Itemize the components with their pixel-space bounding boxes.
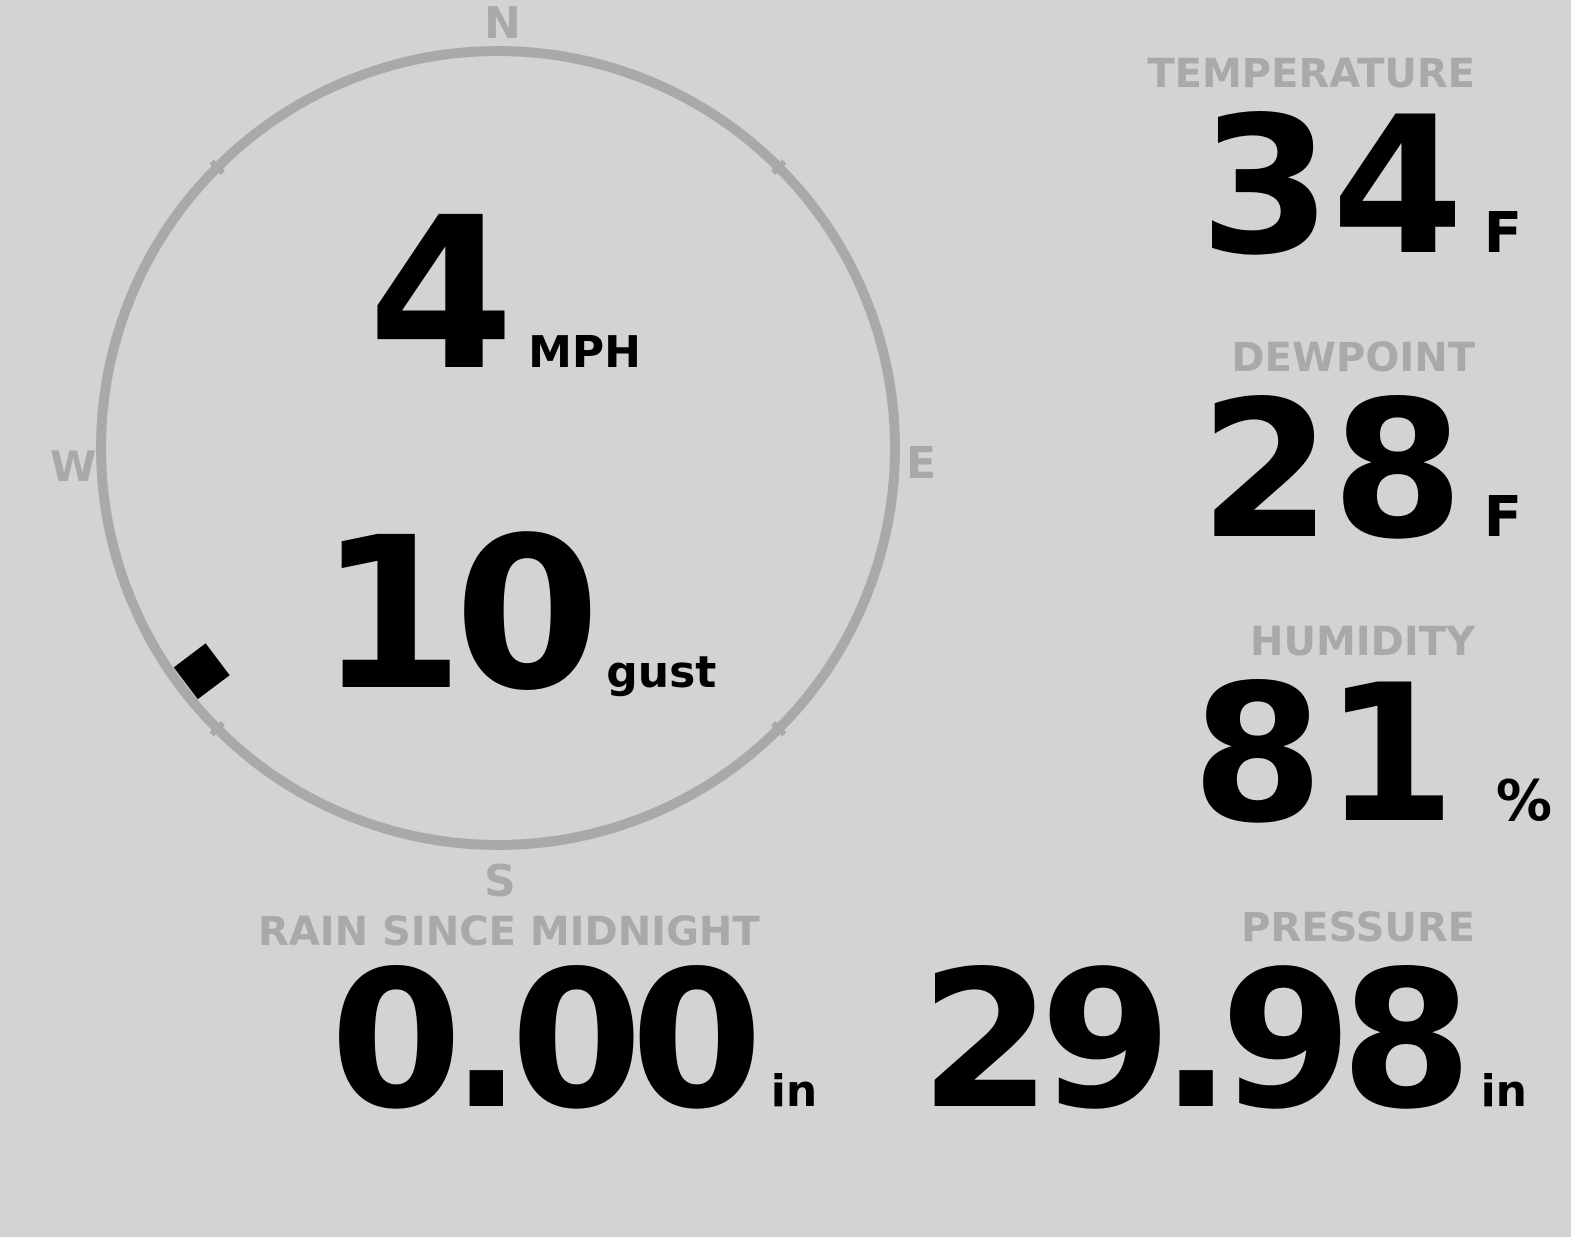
rain-value: 0.00: [330, 930, 763, 1151]
compass-north: N: [484, 0, 521, 49]
rain-label: RAIN SINCE MIDNIGHT: [258, 909, 760, 955]
compass-tick: [209, 720, 226, 737]
compass-tick: [209, 159, 226, 176]
pressure-value: 29.98: [919, 930, 1473, 1151]
rain-unit: in: [770, 1066, 818, 1117]
compass-tick: [770, 720, 787, 737]
wind-direction-indicator: [173, 643, 230, 700]
dewpoint-unit: F: [1483, 485, 1522, 550]
wind-speed-row: 4 MPH: [368, 172, 641, 417]
humidity-unit: %: [1495, 769, 1552, 834]
wind-speed-value: 4: [368, 172, 515, 417]
pressure-row: 29.98 in: [919, 930, 1527, 1151]
dewpoint-label: DEWPOINT: [1231, 335, 1475, 381]
temperature-unit: F: [1483, 201, 1522, 266]
compass-east: E: [906, 438, 937, 489]
dewpoint-value: 28: [1199, 360, 1464, 581]
compass-west: W: [50, 442, 97, 491]
temperature-label: TEMPERATURE: [1147, 51, 1475, 97]
wind-gust-row: 10 gust: [318, 492, 717, 737]
compass-tick: [770, 159, 787, 176]
humidity-value: 81: [1191, 644, 1456, 865]
compass-ring: [96, 46, 900, 850]
pressure-unit: in: [1480, 1066, 1527, 1117]
temperature-row: 34 F: [1199, 76, 1522, 297]
pressure-label: PRESSURE: [1241, 905, 1475, 951]
wind-gust-unit: gust: [606, 647, 717, 698]
wind-speed-unit: MPH: [528, 327, 641, 378]
dewpoint-row: 28 F: [1199, 360, 1522, 581]
compass-south: S: [484, 856, 516, 907]
rain-row: 0.00 in: [330, 930, 818, 1151]
humidity-label: HUMIDITY: [1250, 619, 1475, 665]
humidity-row: 81 %: [1191, 644, 1552, 865]
temperature-value: 34: [1199, 76, 1464, 297]
wind-gust-value: 10: [318, 492, 600, 737]
compass-ticks: [209, 159, 787, 737]
